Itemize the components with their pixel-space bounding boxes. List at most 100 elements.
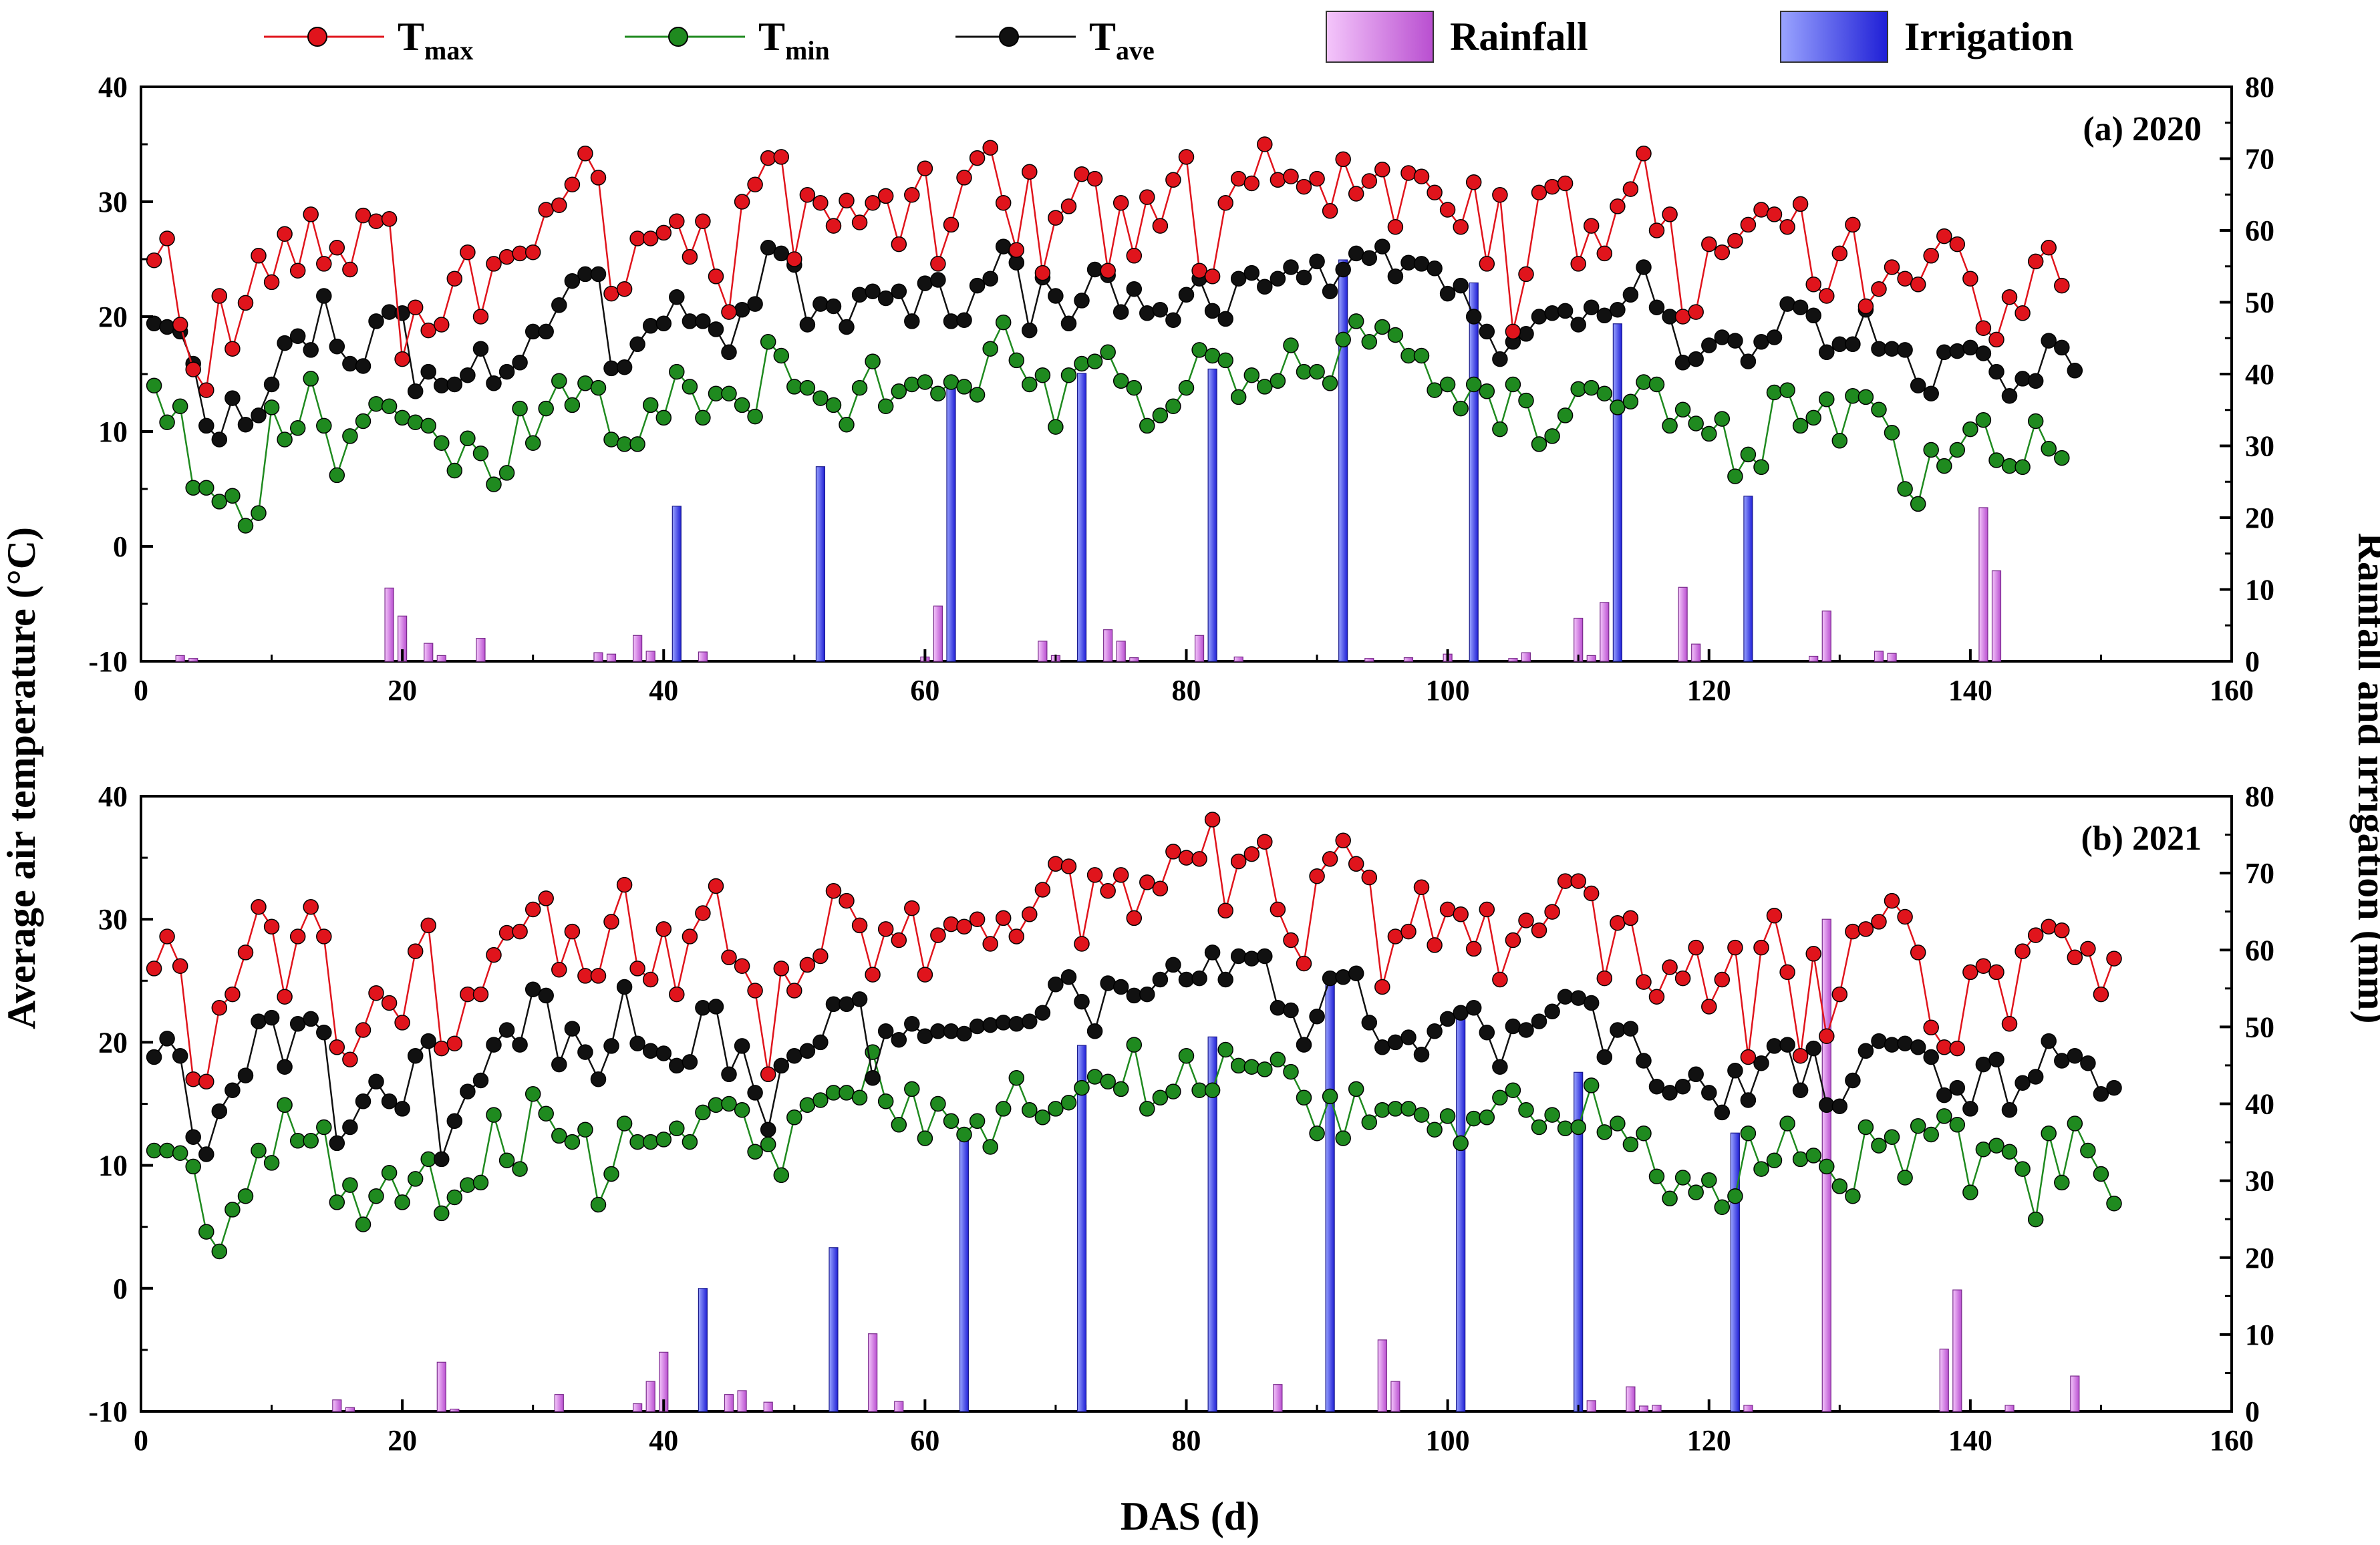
- tmax-point: [1505, 932, 1521, 949]
- tmax-point: [1074, 166, 1090, 182]
- tmin-point: [1022, 1101, 1038, 1118]
- tmin-point: [1910, 1118, 1926, 1134]
- tmin-point: [316, 1119, 332, 1136]
- tmax-point: [1819, 1028, 1835, 1044]
- tmin-point: [1871, 401, 1887, 418]
- tave-point: [1243, 265, 1260, 281]
- tmin-point: [198, 480, 214, 496]
- tave-point: [1779, 296, 1795, 312]
- tave-point: [1270, 1000, 1286, 1016]
- tmin-point: [891, 383, 907, 399]
- tmax-point: [551, 197, 567, 213]
- tmin-point: [917, 374, 933, 390]
- rainfall-bar: [188, 658, 198, 662]
- legend-tmin-marker: [668, 27, 688, 47]
- tmin-point: [1243, 1059, 1260, 1075]
- tave-point: [1544, 1003, 1560, 1020]
- tmin-point: [1583, 1077, 1600, 1093]
- tmax-point: [2106, 951, 2122, 967]
- tmax-point: [1270, 901, 1286, 918]
- tave-point: [1112, 304, 1129, 320]
- rainfall-bar: [1194, 635, 1205, 662]
- tave-point: [1531, 1013, 1547, 1029]
- tave-point: [1439, 1011, 1456, 1027]
- rainfall-bar: [645, 1381, 655, 1412]
- irrigation-bar: [959, 1135, 970, 1412]
- tmin-point: [146, 1142, 162, 1159]
- tmin-point: [1257, 1061, 1273, 1077]
- tmin-series: [146, 1037, 2122, 1260]
- tmax-point: [1845, 216, 1861, 233]
- tmin-point: [1492, 421, 1508, 438]
- tmax-point: [1557, 175, 1574, 192]
- tmax-point: [211, 1000, 228, 1016]
- tave-point: [1257, 948, 1273, 965]
- tave-point: [1596, 307, 1613, 324]
- tmin-point: [1387, 327, 1404, 343]
- tmax-point: [289, 928, 306, 945]
- tmin-point: [211, 494, 228, 510]
- tmin-point: [851, 379, 868, 396]
- tave-point: [1701, 337, 1717, 353]
- tmax-point: [159, 928, 175, 945]
- tave-point: [1126, 987, 1143, 1004]
- tave-point: [2106, 1079, 2122, 1096]
- tave-point: [1322, 283, 1338, 299]
- rainfall-bar: [698, 651, 708, 662]
- tave-point: [1204, 303, 1221, 319]
- tmax-point: [512, 245, 528, 262]
- tave-point: [146, 315, 162, 332]
- tmax-point: [1740, 1049, 1757, 1065]
- irrigation-bar: [1207, 368, 1217, 662]
- tave-point: [1596, 1049, 1613, 1065]
- tave-point: [1204, 945, 1221, 961]
- tave-point: [1439, 285, 1456, 302]
- tmax-point: [460, 986, 476, 1003]
- tmin-point: [1309, 363, 1325, 380]
- tmax-point: [525, 244, 541, 261]
- tmax-point: [956, 918, 972, 935]
- tmax-point: [1636, 974, 1652, 990]
- tave-point: [1178, 287, 1195, 303]
- rainfall-bar: [1652, 1405, 1662, 1412]
- tmax-point: [1596, 245, 1613, 262]
- tave-point: [1139, 305, 1155, 321]
- tmax-point: [525, 901, 541, 918]
- rainfall-bar: [1508, 658, 1518, 662]
- tmax-point: [1060, 198, 1077, 214]
- tmin-point: [995, 314, 1012, 331]
- tave-point: [1034, 1005, 1051, 1021]
- tmin-point: [734, 1101, 750, 1118]
- tmax-point: [198, 1073, 214, 1090]
- tave-point: [2054, 1053, 2070, 1069]
- tave-point: [420, 363, 436, 380]
- tmin-point: [1949, 442, 1966, 458]
- y-tick-label: 40: [98, 780, 128, 813]
- irrigation-bar: [1207, 1036, 1217, 1412]
- tave-point: [498, 1022, 515, 1038]
- tmax-point: [342, 1051, 358, 1067]
- tmin-point: [1230, 1057, 1247, 1074]
- tmin-point: [1257, 379, 1273, 395]
- tave-point: [1283, 1002, 1299, 1019]
- tmax-point: [1936, 1039, 1952, 1055]
- tmin-point: [956, 1126, 972, 1143]
- tmin-point: [812, 1092, 829, 1108]
- tmin-point: [1701, 425, 1717, 442]
- tmin-point: [629, 436, 645, 452]
- irrigation-bar: [1730, 1132, 1740, 1412]
- tave-point: [394, 1101, 410, 1117]
- tmin-point: [1648, 376, 1665, 393]
- rainfall-bar: [1377, 1339, 1387, 1412]
- tmax-point: [1518, 266, 1534, 283]
- x-tick-label: 120: [1687, 674, 1731, 707]
- tave-point: [1819, 344, 1835, 361]
- tmin-point: [251, 505, 267, 521]
- tave-point: [1531, 309, 1547, 325]
- tave-point: [1178, 971, 1195, 988]
- rainfall-bar: [1129, 657, 1139, 662]
- tmax-point: [2001, 1016, 2018, 1032]
- tmax-point: [695, 213, 711, 229]
- tmin-point: [1636, 374, 1652, 390]
- tave-point: [329, 338, 345, 355]
